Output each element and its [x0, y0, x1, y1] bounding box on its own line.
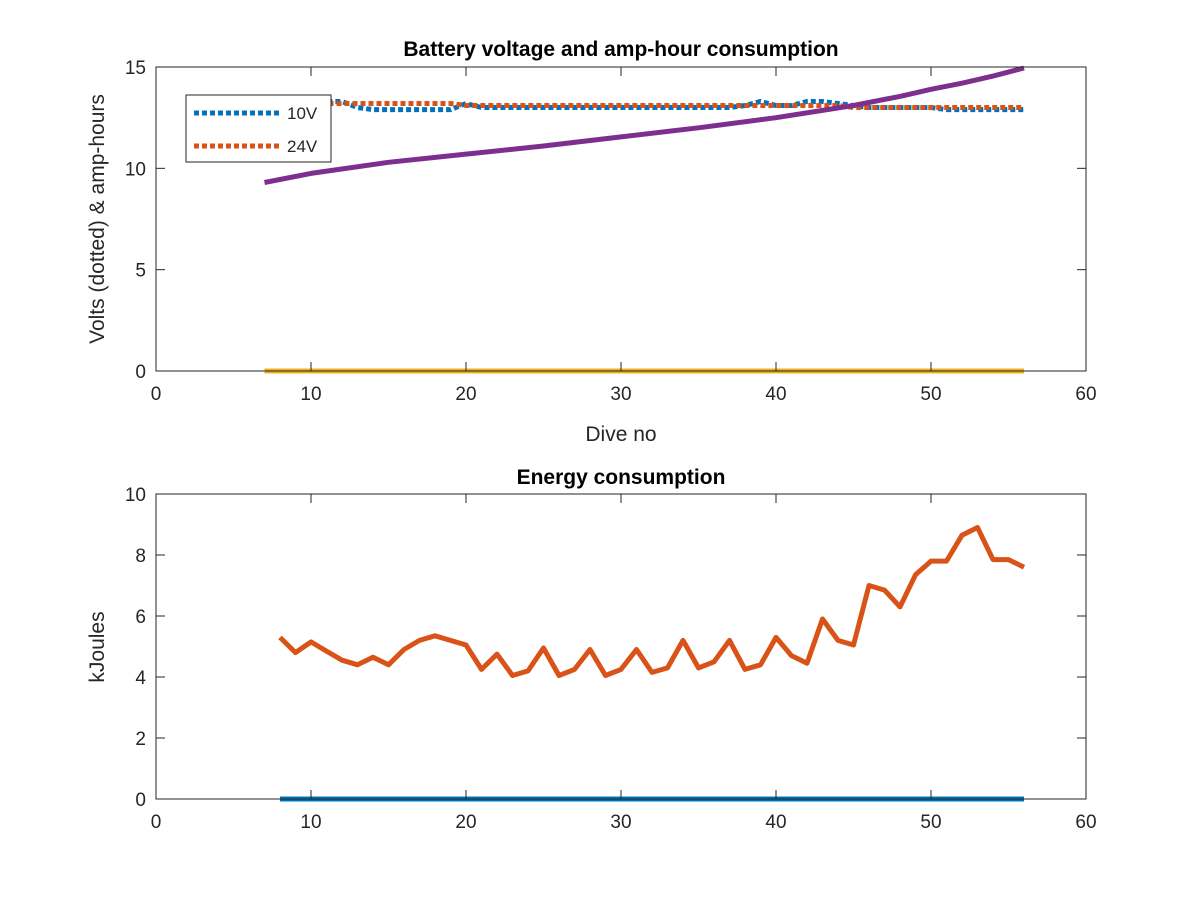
bottom-x-tick-label: 60	[1075, 812, 1096, 833]
top-series-line-1	[264, 101, 1024, 110]
bottom-chart-title: Energy consumption	[517, 466, 726, 489]
top-series-line-0	[264, 98, 1024, 113]
top-series-line-2	[264, 65, 1025, 185]
bottom-y-tick-label: 10	[125, 485, 146, 506]
top-x-tick-label: 0	[151, 384, 162, 405]
top-y-axis-label: Volts (dotted) & amp-hours	[86, 94, 109, 344]
bottom-chart: Energy consumption 0 10 20 30 40 50 600246810 …	[86, 466, 1097, 833]
bottom-x-tick-label: 20	[455, 812, 476, 833]
bottom-x-tick-label: 10	[300, 812, 321, 833]
bottom-series-line-0	[278, 525, 1026, 678]
top-x-tick-label: 30	[610, 384, 631, 405]
top-y-tick-label: 15	[125, 58, 146, 79]
bottom-y-tick-label: 4	[135, 668, 146, 689]
legend-box	[185, 94, 332, 163]
top-y-tick-label: 0	[135, 362, 146, 383]
bottom-y-axis-label: kJoules	[86, 611, 109, 682]
top-y-tick-label: 5	[135, 261, 146, 282]
bottom-y-tick-label: 0	[135, 790, 146, 811]
bottom-y-tick-label: 8	[135, 546, 146, 567]
bottom-x-tick-label: 40	[765, 812, 786, 833]
top-legend: 10V 24V	[185, 94, 332, 163]
top-x-axis-label: Dive no	[585, 423, 656, 446]
top-y-tick-label: 10	[125, 159, 146, 180]
top-x-tick-label: 50	[920, 384, 941, 405]
legend-label-24v: 24V	[287, 137, 318, 156]
bottom-y-tick-label: 6	[135, 607, 146, 628]
top-x-tick-label: 60	[1075, 384, 1096, 405]
top-chart-title: Battery voltage and amp-hour consumption	[403, 38, 838, 61]
top-x-tick-label: 10	[300, 384, 321, 405]
legend-label-10v: 10V	[287, 104, 318, 123]
bottom-y-tick-label: 2	[135, 729, 146, 750]
bottom-x-tick-label: 0	[151, 812, 162, 833]
top-x-tick-label: 20	[455, 384, 476, 405]
bottom-x-tick-label: 50	[920, 812, 941, 833]
bottom-plot-area	[156, 494, 1086, 799]
top-x-tick-label: 40	[765, 384, 786, 405]
top-ticks-group: 0 10 20 30 40 50 60 0 5 10 15	[125, 58, 1097, 405]
bottom-ticks-group: 0 10 20 30 40 50 60 0 2 4 6 8 10	[125, 485, 1097, 833]
bottom-x-tick-label: 30	[610, 812, 631, 833]
top-chart: Battery voltage and amp-hour consumption…	[86, 38, 1097, 446]
